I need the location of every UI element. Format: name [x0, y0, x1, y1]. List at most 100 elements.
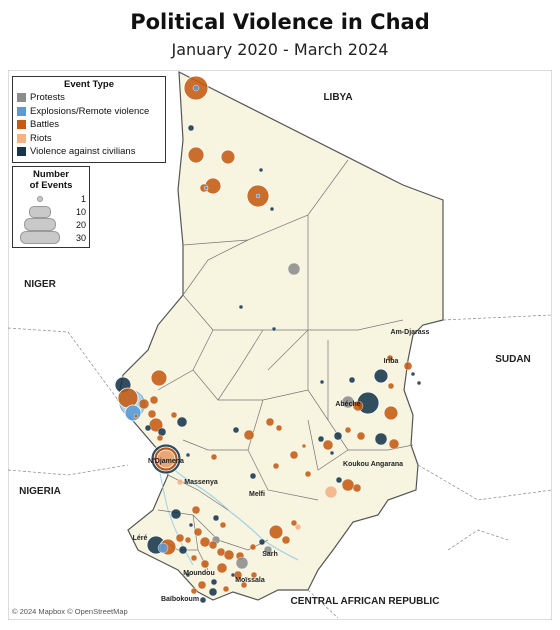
event-marker[interactable]	[238, 304, 244, 310]
legend-item-riots[interactable]: Riots	[17, 132, 161, 146]
event-marker[interactable]	[157, 427, 167, 437]
event-marker[interactable]	[388, 438, 400, 450]
event-marker[interactable]	[386, 354, 394, 362]
event-marker[interactable]	[187, 124, 195, 132]
event-marker[interactable]	[410, 371, 416, 377]
event-marker[interactable]	[319, 379, 325, 385]
event-marker[interactable]	[240, 581, 248, 589]
event-marker[interactable]	[290, 519, 298, 527]
event-marker[interactable]	[243, 429, 255, 441]
event-marker[interactable]	[170, 411, 178, 419]
event-marker[interactable]	[275, 424, 283, 432]
event-marker[interactable]	[322, 439, 334, 451]
event-marker[interactable]	[294, 523, 302, 531]
map-area[interactable]: LIBYA NIGER SUDAN NIGERIA CENTRAL AFRICA…	[8, 70, 552, 620]
event-marker[interactable]	[199, 596, 207, 604]
legend-item-civilians[interactable]: Violence against civilians	[17, 145, 161, 159]
event-marker[interactable]	[304, 470, 312, 478]
event-marker[interactable]	[235, 556, 249, 570]
event-marker[interactable]	[258, 538, 266, 546]
event-marker[interactable]	[192, 84, 200, 92]
event-marker[interactable]	[255, 193, 261, 199]
event-marker[interactable]	[208, 540, 218, 550]
event-marker[interactable]	[216, 562, 228, 574]
event-marker[interactable]	[403, 361, 413, 371]
event-marker[interactable]	[212, 514, 220, 522]
event-marker[interactable]	[287, 262, 301, 276]
event-marker[interactable]	[289, 450, 299, 460]
event-marker[interactable]	[249, 543, 257, 551]
event-marker[interactable]	[317, 435, 325, 443]
event-marker[interactable]	[216, 547, 226, 557]
event-marker[interactable]	[324, 485, 338, 499]
event-marker[interactable]	[133, 413, 139, 419]
event-marker[interactable]	[333, 431, 343, 441]
event-marker[interactable]	[230, 572, 236, 578]
event-marker[interactable]	[176, 478, 184, 486]
event-marker[interactable]	[210, 578, 218, 586]
event-marker[interactable]	[197, 580, 207, 590]
event-marker[interactable]	[220, 149, 236, 165]
event-marker[interactable]	[281, 535, 291, 545]
event-marker[interactable]	[191, 505, 201, 515]
event-marker[interactable]	[185, 572, 191, 578]
event-marker[interactable]	[352, 483, 362, 493]
event-marker[interactable]	[373, 368, 389, 384]
event-marker[interactable]	[144, 424, 152, 432]
event-marker[interactable]	[200, 559, 210, 569]
event-marker[interactable]	[188, 522, 194, 528]
event-marker[interactable]	[175, 533, 185, 543]
event-marker[interactable]	[124, 404, 142, 422]
event-marker[interactable]	[301, 443, 307, 449]
legend-item-protests[interactable]: Protests	[17, 91, 161, 105]
event-marker[interactable]	[199, 536, 211, 548]
event-marker[interactable]	[156, 434, 164, 442]
event-marker[interactable]	[187, 146, 205, 164]
event-marker[interactable]	[356, 431, 366, 441]
event-marker[interactable]	[249, 472, 257, 480]
event-marker[interactable]	[190, 554, 198, 562]
event-marker[interactable]	[272, 462, 280, 470]
legend-item-explosions[interactable]: Explosions/Remote violence	[17, 105, 161, 119]
event-marker[interactable]	[222, 585, 230, 593]
event-marker[interactable]	[416, 380, 422, 386]
event-marker[interactable]	[250, 571, 258, 579]
event-marker[interactable]	[232, 426, 240, 434]
event-marker[interactable]	[149, 395, 159, 405]
event-marker[interactable]	[329, 450, 335, 456]
event-marker[interactable]	[203, 185, 209, 191]
event-marker[interactable]	[263, 545, 273, 555]
event-marker[interactable]	[352, 400, 364, 412]
event-marker[interactable]	[147, 409, 157, 419]
event-marker[interactable]	[190, 587, 198, 595]
legend-event-type: Event Type Protests Explosions/Remote vi…	[12, 76, 166, 163]
event-marker[interactable]	[269, 206, 275, 212]
event-marker[interactable]	[341, 395, 355, 409]
event-marker[interactable]	[210, 453, 218, 461]
event-marker[interactable]	[335, 476, 343, 484]
event-marker[interactable]	[271, 326, 277, 332]
event-marker[interactable]	[157, 542, 169, 554]
event-marker[interactable]	[383, 405, 399, 421]
event-marker[interactable]	[184, 536, 192, 544]
event-marker[interactable]	[344, 426, 352, 434]
event-marker[interactable]	[258, 167, 264, 173]
event-marker[interactable]	[178, 545, 188, 555]
event-marker[interactable]	[156, 449, 176, 469]
event-marker[interactable]	[341, 478, 355, 492]
event-marker[interactable]	[219, 521, 227, 529]
event-marker[interactable]	[208, 587, 218, 597]
event-marker[interactable]	[185, 452, 191, 458]
event-marker[interactable]	[176, 416, 188, 428]
event-marker[interactable]	[268, 524, 284, 540]
event-marker[interactable]	[348, 376, 356, 384]
event-marker[interactable]	[265, 417, 275, 427]
event-marker[interactable]	[374, 432, 388, 446]
event-marker[interactable]	[387, 382, 395, 390]
event-marker[interactable]	[138, 398, 150, 410]
legend-item-battles[interactable]: Battles	[17, 118, 161, 132]
event-marker[interactable]	[223, 549, 235, 561]
event-marker[interactable]	[170, 508, 182, 520]
event-marker[interactable]	[193, 527, 203, 537]
event-marker[interactable]	[150, 369, 168, 387]
